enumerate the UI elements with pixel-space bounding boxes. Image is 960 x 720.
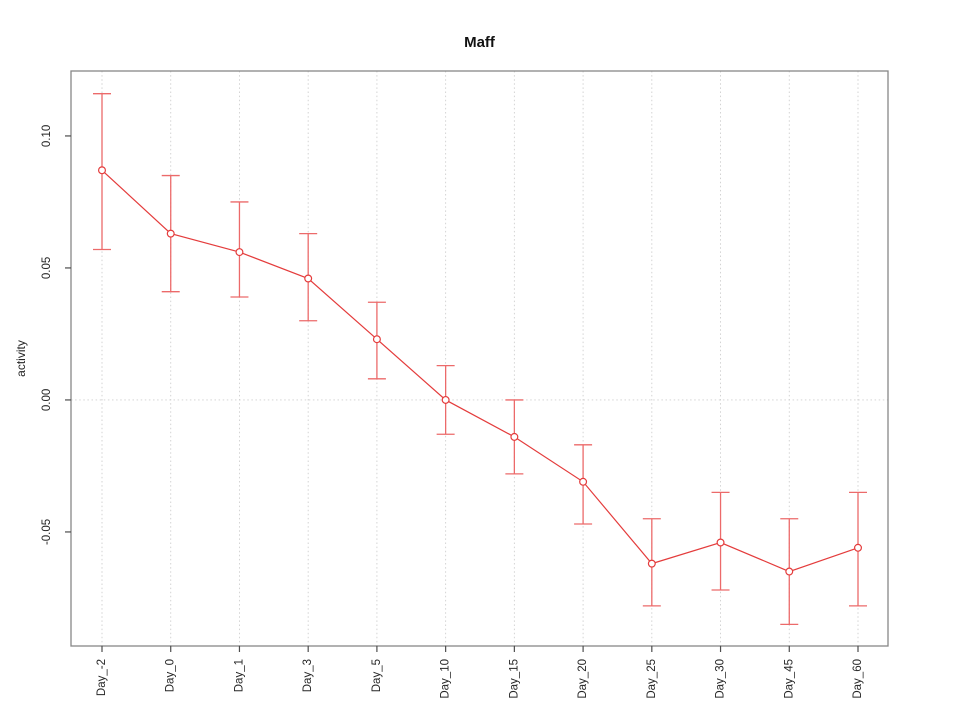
y-tick-label: 0.00 — [41, 389, 53, 411]
y-tick-label: 0.05 — [41, 257, 53, 279]
data-point — [235, 248, 244, 257]
data-point — [441, 395, 450, 404]
x-tick-label: Day_25 — [646, 659, 658, 699]
data-point — [785, 567, 794, 576]
x-tick-label: Day_15 — [508, 659, 520, 699]
data-point — [510, 432, 519, 441]
x-tick-label: Day_3 — [302, 659, 314, 692]
data-point — [372, 335, 381, 344]
x-tick-label: Day_-2 — [96, 659, 108, 696]
plot-border — [70, 70, 889, 647]
y-tick-label: 0.10 — [41, 125, 53, 147]
data-point — [647, 559, 656, 568]
y-tick-label: -0.05 — [41, 519, 53, 545]
data-point — [97, 166, 106, 175]
x-tick-label: Day_10 — [440, 659, 452, 699]
x-tick-label: Day_60 — [852, 659, 864, 699]
x-tick-label: Day_0 — [165, 659, 177, 692]
x-tick-label: Day_5 — [371, 659, 383, 692]
data-line — [101, 169, 859, 573]
x-tick-label: Day_30 — [715, 659, 727, 699]
data-point — [716, 538, 725, 547]
chart-title: Maff — [464, 34, 496, 51]
x-tick-label: Day_1 — [233, 659, 245, 692]
plot-content: -0.05 0.00 0.05 0.10 Day_-2 Day_0 Day_1 Day_3 Da… — [41, 70, 889, 699]
data-point — [853, 543, 862, 552]
y-axis-label: activity — [14, 340, 28, 377]
data-point — [304, 274, 313, 283]
data-point — [166, 229, 175, 238]
x-tick-label: Day_20 — [577, 659, 589, 699]
data-point — [579, 477, 588, 486]
x-tick-label: Day_45 — [783, 659, 795, 699]
